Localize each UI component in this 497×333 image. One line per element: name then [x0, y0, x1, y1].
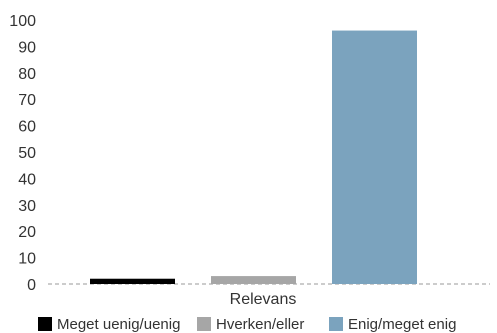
category-label: Relevans — [230, 291, 297, 308]
bar-hverken-eller — [211, 276, 296, 284]
y-tick-label: 80 — [18, 66, 36, 83]
legend-swatch — [38, 317, 52, 331]
legend-label: Enig/meget enig — [348, 316, 456, 333]
y-tick-label: 70 — [18, 92, 36, 109]
legend-item: Enig/meget enig — [329, 316, 456, 333]
y-tick-label: 40 — [18, 171, 36, 188]
legend-label: Meget uenig/uenig — [57, 316, 180, 333]
legend-item: Hverken/eller — [197, 316, 304, 333]
y-axis-ticks: 0 10 20 30 40 50 60 70 80 90 100 — [9, 13, 36, 294]
y-tick-label: 10 — [18, 251, 36, 268]
y-tick-label: 100 — [9, 13, 36, 30]
legend-item: Meget uenig/uenig — [38, 316, 180, 333]
y-tick-label: 20 — [18, 224, 36, 241]
bar-meget-uenig-uenig — [90, 278, 175, 284]
y-tick-label: 60 — [18, 119, 36, 136]
y-tick-label: 90 — [18, 39, 36, 56]
legend-swatch — [329, 317, 343, 331]
legend-swatch — [197, 317, 211, 331]
y-tick-label: 0 — [27, 277, 36, 294]
legend: Meget uenig/uenig Hverken/eller Enig/meget… — [38, 316, 456, 333]
bars — [90, 30, 417, 285]
y-tick-label: 30 — [18, 198, 36, 215]
bar-enig-meget-enig — [332, 30, 417, 285]
legend-label: Hverken/eller — [216, 316, 304, 333]
y-tick-label: 50 — [18, 145, 36, 162]
